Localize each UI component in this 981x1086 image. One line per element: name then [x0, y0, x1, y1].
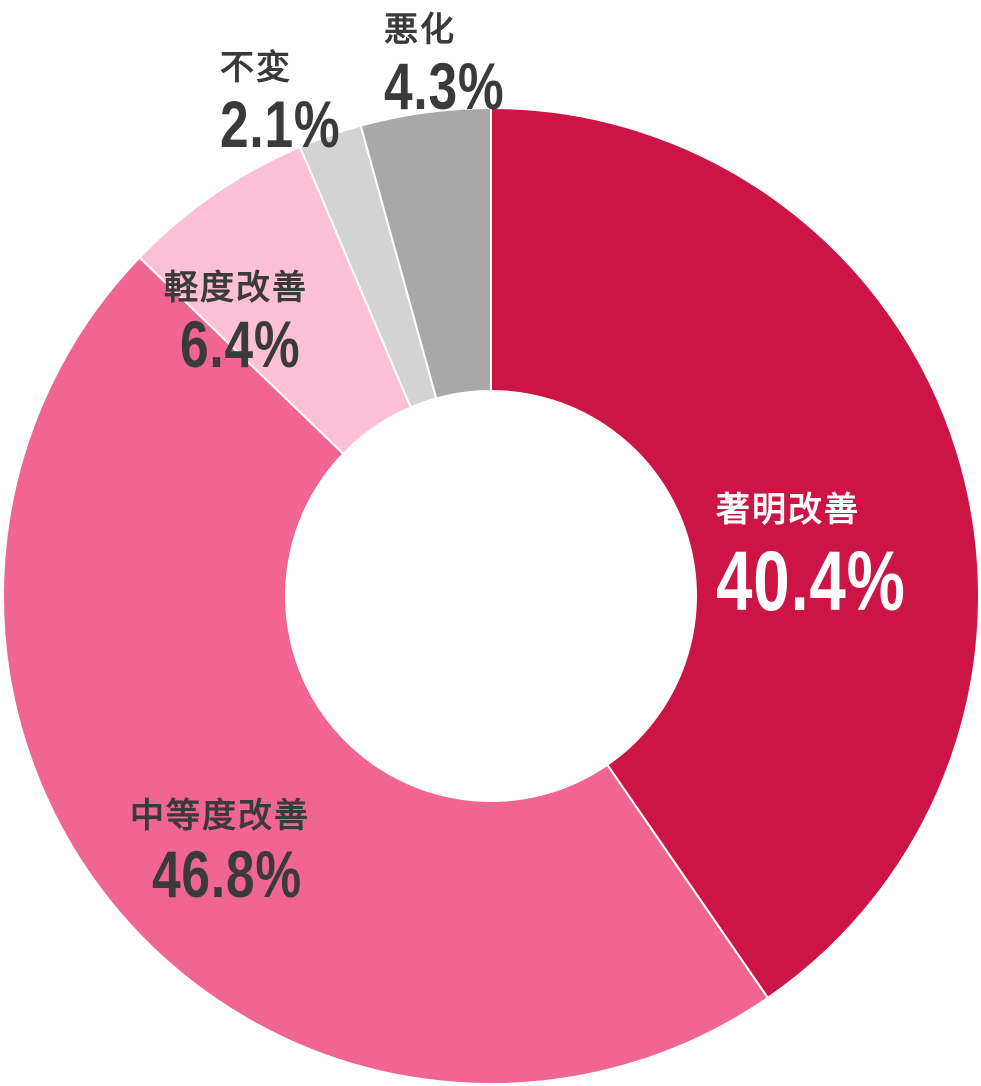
slice-value-label: 46.8%	[152, 837, 302, 911]
slice-value-label: 40.4%	[716, 534, 906, 628]
slice-label-moderate-improvement: 中等度改善 46.8%	[130, 788, 344, 907]
slice-label-unchanged: 不変 2.1%	[220, 40, 374, 157]
slice-category-label: 軽度改善	[164, 269, 308, 307]
slice-category-label: 不変	[220, 49, 292, 87]
slice-label-worsened: 悪化 4.3%	[384, 2, 538, 119]
slice-label-mild-improvement: 軽度改善 6.4%	[164, 260, 334, 377]
donut-slice-0	[490, 106, 980, 1000]
slice-value-label: 4.3%	[384, 49, 505, 123]
slice-value-label: 6.4%	[180, 307, 301, 381]
donut-slice-4	[359, 106, 492, 400]
slice-label-marked-improvement: 著明改善 40.4%	[716, 482, 959, 623]
slice-value-label: 2.1%	[220, 87, 341, 161]
slice-category-label: 悪化	[384, 11, 456, 49]
donut-slice-1	[2, 256, 770, 1086]
slice-category-label: 中等度改善	[130, 797, 310, 835]
slice-category-label: 著明改善	[716, 491, 860, 529]
